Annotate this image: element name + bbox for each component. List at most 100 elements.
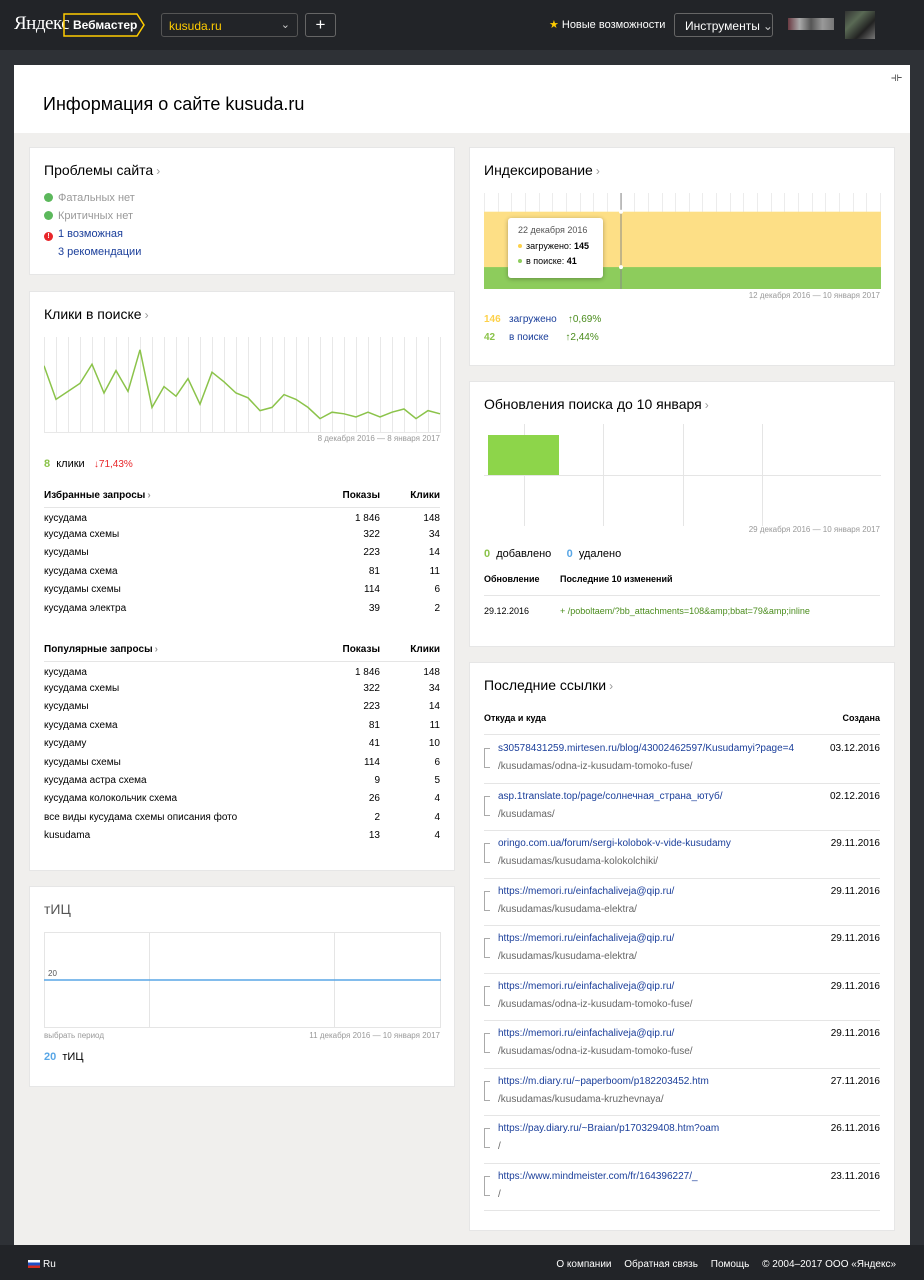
updates-title[interactable]: Обновления поиска до 10 января › [484,396,709,412]
table-row[interactable]: кусудамы 223 14 [44,544,440,562]
link-target[interactable]: / [498,1188,501,1200]
search-updates-card: Обновления поиска до 10 января › 29 декаб… [469,381,895,647]
query-shows: 1 846 [354,666,380,678]
clicks-title[interactable]: Клики в поиске › [44,306,149,322]
user-name-blurred[interactable] [788,18,834,30]
link-arrow-icon [484,985,490,1006]
link-source[interactable]: https://www.mindmeister.com/fr/164396227… [498,1170,698,1182]
table-row[interactable]: кусудама схема 81 11 [44,562,440,580]
loaded-link[interactable]: загружено [509,314,557,325]
footer-about-link[interactable]: О компании [556,1259,612,1270]
link-source[interactable]: https://memori.ru/einfachaliveja@qip.ru/ [498,1028,675,1039]
link-source[interactable]: https://memori.ru/einfachaliveja@qip.ru/ [498,885,675,897]
yandex-logo[interactable]: Яндекс [14,13,70,34]
link-source[interactable]: oringo.com.ua/forum/sergi-kolobok-v-vide… [498,838,731,849]
query-shows: 26 [368,793,380,805]
add-site-button[interactable]: + [305,13,336,37]
updates-row-change[interactable]: + /poboltaem/?bb_attachments=108&amp;bba… [560,606,810,616]
query-text: кусудама колокольчик схема [44,793,178,805]
table-row[interactable]: кусудама электра 39 2 [44,599,440,617]
tooltip-loaded-label: загружено: [526,241,572,251]
link-target[interactable]: /kusudamas/kusudama-kruzhevnaya/ [498,1093,664,1105]
table-row[interactable]: кусудама схемы 322 34 [44,525,440,543]
language-label: Ru [43,1259,56,1270]
problems-title[interactable]: Проблемы сайта › [44,162,160,178]
link-arrow-icon [484,1033,490,1053]
indexing-title-text: Индексирование [484,162,593,178]
link-source[interactable]: https://m.diary.ru/~paperboom/p182203452… [498,1075,709,1087]
fav-header-name[interactable]: Избранные запросы › [44,485,304,508]
link-target[interactable]: /kusudamas/odna-iz-kusudam-tomoko-fuse/ [498,998,693,1010]
query-text: кусудама астра схема [44,775,147,787]
clicks-summary: 8 клики ↓71,43% [44,458,133,470]
site-selector[interactable]: kusuda.ru ⌄ [161,13,298,37]
link-date: 29.11.2016 [830,838,880,849]
choose-period-link[interactable]: выбрать период [44,1031,104,1040]
footer-help-link[interactable]: Помощь [710,1259,750,1270]
table-row[interactable]: кусудама 1 846 148 [44,507,440,525]
list-item: https://pay.diary.ru/~Braian/p170329408.… [484,1116,880,1164]
query-text: кусудамы [44,547,89,559]
problem-possible[interactable]: ! 1 возможная [44,228,123,241]
query-shows: 81 [368,719,380,731]
indexing-title[interactable]: Индексирование › [484,162,600,178]
link-target[interactable]: /kusudamas/kusudama-elektra/ [498,951,637,962]
language-switch[interactable]: Ru [28,1259,56,1270]
table-row[interactable]: кусудамы схемы 114 6 [44,753,440,771]
query-clicks: 2 [434,602,440,614]
top-bar: Яндекс Вебмастер kusuda.ru ⌄ + ★ Новые во… [0,0,924,50]
table-row[interactable]: кусудама колокольчик схема 26 4 [44,790,440,808]
link-target[interactable]: / [498,1141,501,1152]
links-title[interactable]: Последние ссылки › [484,677,613,693]
table-row[interactable]: кусудаму 41 10 [44,735,440,753]
query-shows: 322 [363,529,380,541]
link-target[interactable]: /kusudamas/odna-iz-kusudam-tomoko-fuse/ [498,1046,693,1057]
clicks-count: 8 [44,458,51,470]
loaded-summary: 146 загружено ↑0,69% [484,314,601,325]
query-shows: 114 [364,584,380,596]
link-target[interactable]: /kusudamas/kusudama-kolokolchiki/ [498,856,659,867]
table-header: Популярные запросы › Показы Клики [44,639,440,662]
loaded-point [619,209,623,214]
list-item: https://www.mindmeister.com/fr/164396227… [484,1164,880,1211]
link-source[interactable]: https://memori.ru/einfachaliveja@qip.ru/ [498,933,675,944]
new-features-link[interactable]: ★ Новые возможности [549,18,665,31]
chevron-right-icon: › [156,164,161,178]
webmaster-badge[interactable]: Вебмастер [63,13,145,37]
query-text: кусудама схемы [44,683,120,695]
clicks-title-text: Клики в поиске [44,306,142,322]
link-source[interactable]: https://pay.diary.ru/~Braian/p170329408.… [498,1123,720,1134]
table-row[interactable]: кусудама схема 81 11 [44,716,440,734]
link-source[interactable]: asp.1translate.top/page/солнечная_страна… [498,790,723,802]
footer-feedback-link[interactable]: Обратная связь [624,1259,698,1270]
recommendations-link[interactable]: 3 рекомендации [58,246,142,258]
table-row[interactable]: кусудама 1 846 148 [44,661,440,679]
table-row[interactable]: все виды кусудама схемы описания фото 2 4 [44,808,440,826]
link-target[interactable]: /kusudamas/kusudama-elektra/ [498,903,637,915]
fav-header-clicks: Клики [380,485,440,508]
search-link[interactable]: в поиске [509,332,549,343]
problem-possible-link[interactable]: 1 возможная [58,228,123,240]
link-source[interactable]: s30578431259.mirtesen.ru/blog/4300246259… [498,743,795,754]
loaded-change: ↑0,69% [567,314,602,325]
clicks-label: клики [56,458,85,470]
table-row[interactable]: kusudama 13 4 [44,827,440,845]
link-target[interactable]: /kusudamas/odna-iz-kusudam-tomoko-fuse/ [498,761,693,772]
table-row[interactable]: кусудама схемы 322 34 [44,679,440,697]
removed-label: удалено [578,548,622,560]
check-icon [44,211,53,220]
link-date: 29.11.2016 [830,885,880,897]
table-row[interactable]: кусудамы схемы 114 6 [44,581,440,599]
table-row[interactable]: кусудама астра схема 9 5 [44,771,440,789]
list-item: https://memori.ru/einfachaliveja@qip.ru/… [484,926,880,974]
link-source[interactable]: https://memori.ru/einfachaliveja@qip.ru/ [498,980,675,992]
fav-header-label: Избранные запросы [44,490,146,502]
avatar[interactable] [845,11,875,39]
collapse-icon[interactable]: ⟛ [891,70,902,84]
table-row[interactable]: кусудамы 223 14 [44,698,440,716]
pop-header-name[interactable]: Популярные запросы › [44,639,304,662]
link-target[interactable]: /kusudamas/ [498,808,555,820]
tools-menu-button[interactable]: Инструменты ⌄ [674,13,773,37]
updates-chart [484,424,881,526]
links-table-header: Откуда и куда Создана [484,713,880,735]
